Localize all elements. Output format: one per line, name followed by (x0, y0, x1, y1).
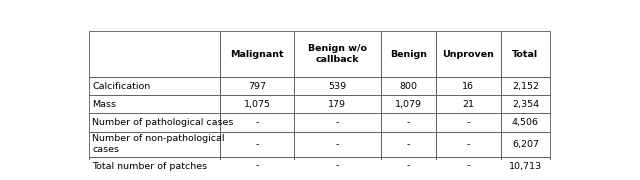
Text: -: - (467, 140, 470, 149)
Bar (294, 157, 381, 176)
Text: 6,207: 6,207 (512, 140, 539, 149)
Text: -: - (335, 118, 339, 127)
Bar (500, 132, 550, 157)
Text: -: - (467, 162, 470, 171)
Bar (220, 113, 294, 132)
Bar (220, 31, 294, 77)
Bar (436, 157, 500, 176)
Bar (381, 31, 436, 77)
Bar (294, 132, 381, 157)
Text: 179: 179 (328, 100, 346, 109)
Text: Calcification: Calcification (92, 82, 150, 91)
Text: 10,713: 10,713 (509, 162, 542, 171)
Bar (500, 31, 550, 77)
Text: 2,354: 2,354 (512, 100, 539, 109)
Bar (381, 95, 436, 113)
Bar (89, 77, 220, 95)
Bar (220, 77, 294, 95)
Text: Number of non-pathological
cases: Number of non-pathological cases (92, 134, 225, 154)
Bar (436, 113, 500, 132)
Bar (381, 77, 436, 95)
Bar (220, 95, 294, 113)
Text: Total: Total (513, 50, 538, 59)
Text: Benign: Benign (390, 50, 427, 59)
Bar (220, 157, 294, 176)
Text: -: - (255, 140, 259, 149)
Text: -: - (406, 162, 410, 171)
Bar (436, 31, 500, 77)
Bar (436, 132, 500, 157)
Bar (381, 132, 436, 157)
Text: 1,075: 1,075 (244, 100, 271, 109)
Bar (294, 77, 381, 95)
Bar (381, 113, 436, 132)
Text: 2,152: 2,152 (512, 82, 539, 91)
Bar (381, 157, 436, 176)
Bar (294, 113, 381, 132)
Bar (89, 31, 220, 77)
Text: Number of pathological cases: Number of pathological cases (92, 118, 234, 127)
Text: 4,506: 4,506 (512, 118, 539, 127)
Text: -: - (467, 118, 470, 127)
Text: Unproven: Unproven (442, 50, 494, 59)
Text: -: - (335, 140, 339, 149)
Text: -: - (255, 118, 259, 127)
Text: Benign w/o
callback: Benign w/o callback (308, 44, 367, 64)
Text: -: - (406, 118, 410, 127)
Bar (500, 77, 550, 95)
Text: 21: 21 (462, 100, 474, 109)
Text: -: - (406, 140, 410, 149)
Text: 1,079: 1,079 (395, 100, 422, 109)
Bar (436, 77, 500, 95)
Text: Total number of patches: Total number of patches (92, 162, 207, 171)
Bar (89, 132, 220, 157)
Text: 800: 800 (399, 82, 417, 91)
Bar (294, 31, 381, 77)
Text: Mass: Mass (92, 100, 116, 109)
Bar (220, 132, 294, 157)
Bar (89, 113, 220, 132)
Text: 797: 797 (248, 82, 266, 91)
Bar (294, 95, 381, 113)
Bar (89, 95, 220, 113)
Bar (500, 95, 550, 113)
Bar (500, 113, 550, 132)
Bar (89, 157, 220, 176)
Text: 539: 539 (328, 82, 346, 91)
Text: Malignant: Malignant (230, 50, 284, 59)
Bar (436, 95, 500, 113)
Text: -: - (255, 162, 259, 171)
Text: 16: 16 (462, 82, 474, 91)
Bar (500, 157, 550, 176)
Text: -: - (335, 162, 339, 171)
